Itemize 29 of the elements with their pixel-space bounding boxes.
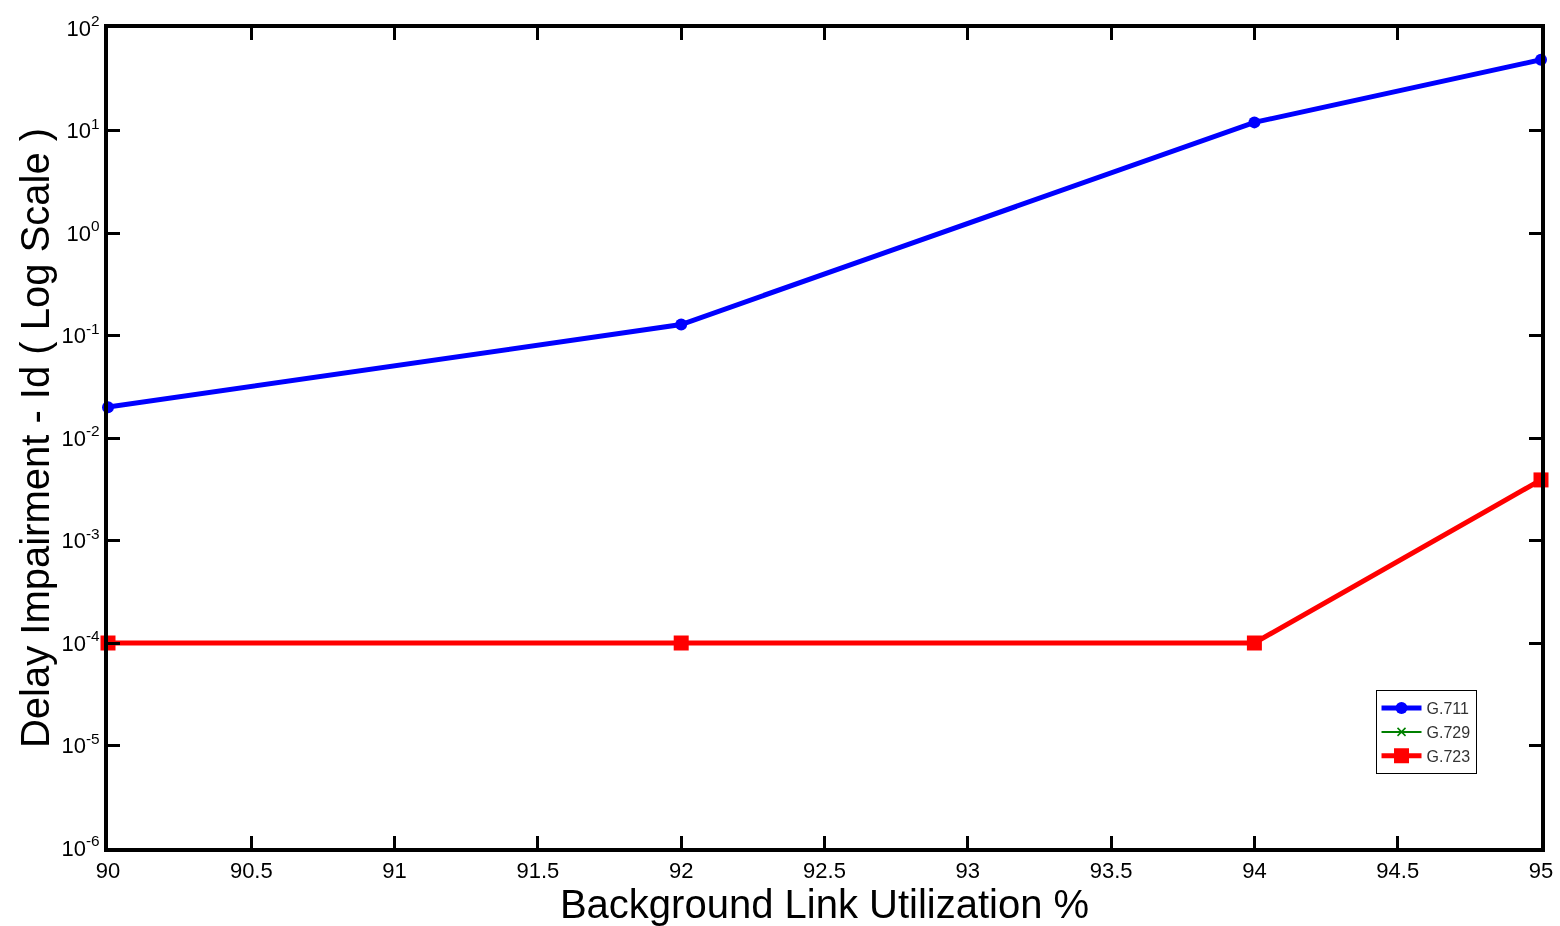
x-tick-label: 94.5	[1376, 858, 1420, 884]
y-tick-label: 10$^{2}$	[66, 12, 100, 41]
y-axis-title: Delay Impairment - Id ( Log Scale )	[13, 127, 58, 749]
y-tick-label: 10$^{-1}$	[61, 319, 100, 349]
x-axis-title: Background Link Utilization %	[559, 882, 1090, 926]
x-tick-label: 90	[95, 858, 121, 884]
y-tick-label: 10$^{-2}$	[61, 422, 100, 451]
y-tick-label: 10$^{1}$	[66, 114, 100, 144]
x-tick-label: 95	[1528, 858, 1554, 884]
x-tick-label: 93.5	[1089, 858, 1133, 884]
legend-label: G.729	[1426, 724, 1471, 742]
point	[1246, 635, 1262, 651]
point	[675, 318, 688, 331]
legend-label: G.723	[1426, 747, 1471, 765]
x-tick-label: 90.5	[229, 858, 273, 884]
x-tick-label: 93	[955, 858, 981, 884]
x-tick-label: 91.5	[516, 858, 560, 884]
y-tick-label: 10$^{-5}$	[61, 729, 100, 759]
x-tick-label: 91	[382, 858, 407, 884]
x-tick-label: 92	[668, 858, 694, 884]
legend-label: G.711	[1426, 700, 1470, 718]
point	[673, 635, 689, 651]
y-tick-label: 10$^{0}$	[66, 217, 100, 246]
y-tick-label: 10$^{-6}$	[61, 832, 100, 861]
x-tick-label: 94	[1242, 858, 1267, 884]
y-tick-label: 10$^{-4}$	[61, 627, 101, 656]
point	[1248, 116, 1261, 129]
y-tick-label: 10$^{-3}$	[61, 524, 100, 554]
x-tick-label: 92.5	[803, 858, 846, 884]
